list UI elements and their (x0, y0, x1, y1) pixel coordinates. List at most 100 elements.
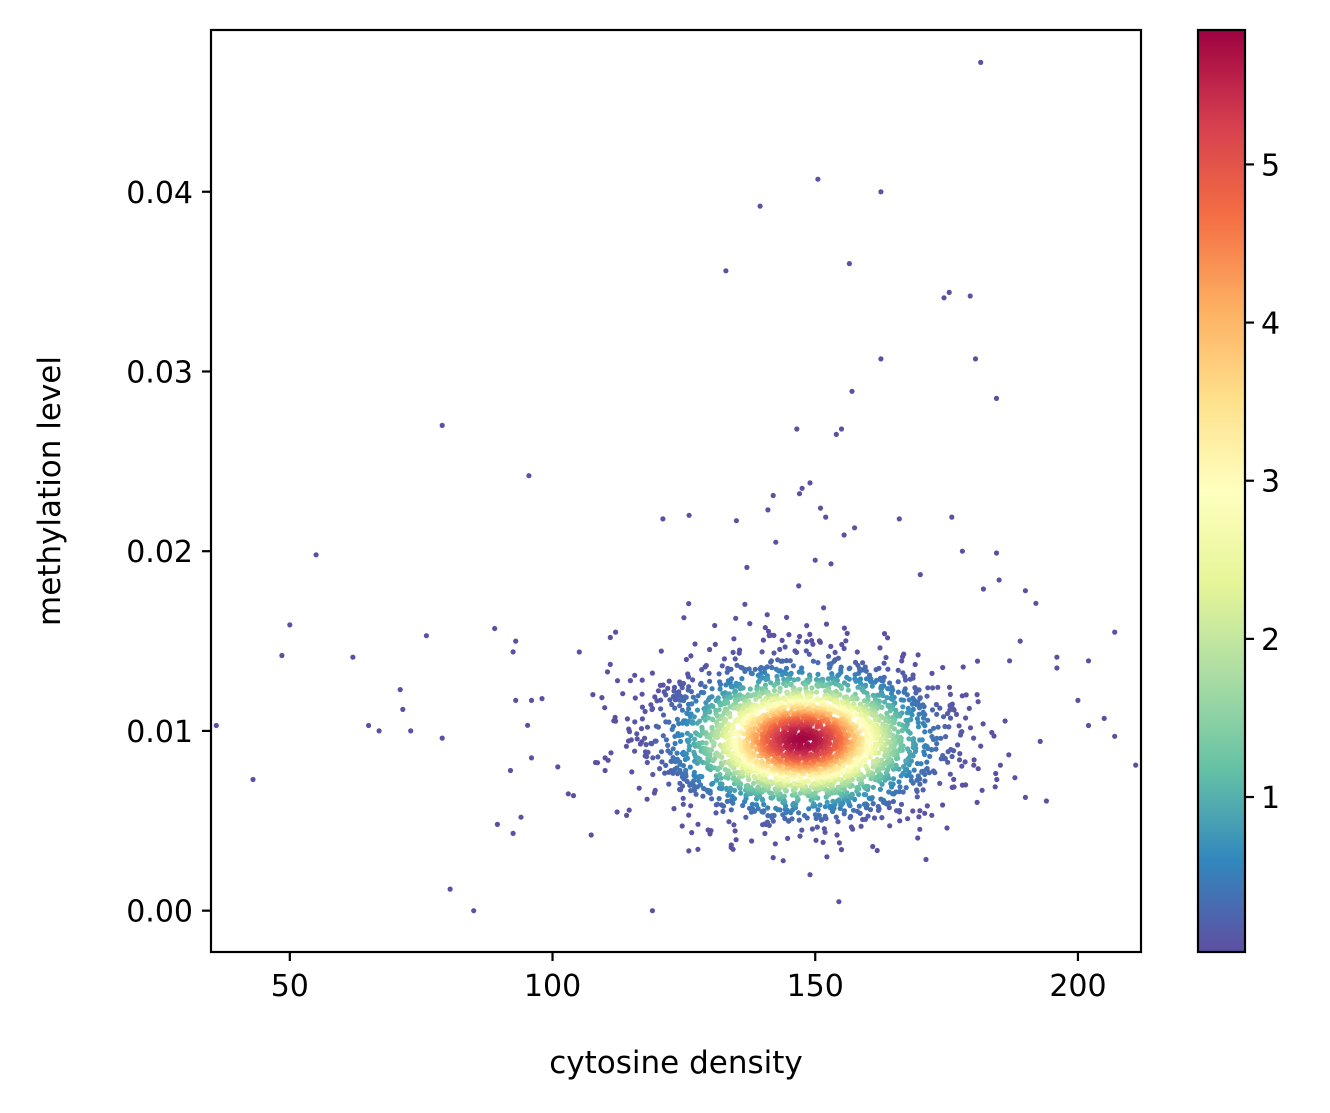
colorbar-tick-label: 4 (1261, 307, 1280, 342)
scatter-point (804, 623, 810, 629)
scatter-point (822, 813, 828, 819)
scatter-point (1006, 752, 1012, 758)
scatter-point (895, 667, 901, 673)
scatter-point (900, 654, 906, 660)
scatter-point (734, 662, 740, 668)
scatter-point (783, 671, 790, 677)
scatter-point (822, 804, 829, 810)
scatter-point (815, 807, 821, 813)
scatter-point (993, 550, 1000, 556)
scatter-point (971, 757, 977, 763)
scatter-point (993, 395, 1000, 401)
scatter-point (900, 704, 906, 710)
scatter-point (650, 771, 656, 778)
scatter-point (863, 730, 869, 736)
scatter-point (861, 784, 867, 790)
scatter-point (733, 615, 739, 621)
scatter-point (903, 717, 909, 723)
scatter-point (934, 711, 940, 717)
scatter-point (397, 687, 403, 693)
scatter-point (870, 784, 876, 790)
scatter-point (929, 734, 935, 740)
scatter-point (762, 830, 768, 837)
scatter-point (665, 685, 671, 691)
scatter-point (1054, 665, 1060, 671)
scatter-point (833, 431, 839, 437)
scatter-point (921, 704, 927, 710)
scatter-point (727, 798, 734, 804)
scatter-point (860, 660, 866, 666)
scatter-point (772, 841, 778, 847)
scatter-point (872, 716, 878, 723)
scatter-point (670, 755, 676, 761)
scatter-point (707, 678, 713, 684)
scatter-point (971, 735, 977, 741)
scatter-point (1112, 629, 1118, 635)
scatter-point (731, 725, 737, 731)
scatter-point (847, 751, 853, 757)
scatter-point (937, 705, 943, 711)
scatter-point (791, 780, 797, 787)
scatter-point (655, 754, 661, 760)
scatter-point (708, 828, 714, 834)
scatter-point (639, 716, 646, 722)
scatter-point (944, 711, 951, 717)
scatter-point (680, 795, 686, 801)
scatter-point (873, 667, 879, 673)
scatter-point (796, 810, 802, 816)
scatter-point (555, 764, 561, 770)
scatter-point (812, 780, 818, 787)
colorbar-tick-label: 5 (1261, 148, 1280, 183)
scatter-point (791, 800, 797, 807)
scatter-point (768, 659, 774, 665)
scatter-point (810, 641, 816, 647)
scatter-point (679, 707, 686, 713)
scatter-point (797, 833, 803, 839)
scatter-point (826, 665, 833, 671)
scatter-point (935, 724, 941, 730)
scatter-point (728, 807, 734, 813)
scatter-point (688, 803, 694, 809)
scatter-point (875, 803, 881, 810)
y-tick-label: 0.03 (126, 355, 193, 390)
scatter-point (828, 696, 834, 702)
scatter-point (738, 790, 744, 796)
scatter-point (974, 692, 980, 698)
scatter-point (945, 759, 951, 765)
scatter-point (706, 670, 712, 676)
scatter-point (846, 261, 853, 267)
scatter-point (974, 799, 980, 806)
scatter-point (644, 759, 650, 766)
scatter-point (685, 674, 692, 680)
scatter-point (709, 726, 715, 732)
scatter-point (817, 802, 823, 808)
scatter-point (528, 697, 535, 704)
scatter-point (787, 658, 793, 664)
scatter-point (733, 837, 739, 843)
scatter-point (755, 806, 761, 812)
scatter-point (728, 694, 734, 700)
scatter-point (439, 422, 445, 428)
scatter-point (731, 822, 737, 828)
scatter-point (815, 671, 821, 678)
scatter-point (843, 772, 850, 779)
scatter-point (898, 742, 904, 748)
scatter-point (895, 689, 902, 695)
scatter-point (938, 756, 944, 762)
scatter-point (769, 664, 775, 671)
scatter-point (658, 749, 665, 755)
scatter-point (805, 741, 811, 747)
scatter-point (691, 749, 697, 755)
scatter-point (863, 801, 869, 807)
scatter-point (731, 636, 737, 642)
scatter-point (663, 692, 669, 698)
scatter-point (920, 715, 927, 721)
scatter-point (949, 514, 955, 520)
scatter-point (1037, 738, 1043, 745)
scatter-point (940, 714, 947, 720)
scatter-point (874, 847, 880, 854)
scatter-point (917, 808, 923, 814)
scatter-point (903, 758, 909, 764)
scatter-point (888, 781, 894, 787)
scatter-point (652, 787, 658, 794)
